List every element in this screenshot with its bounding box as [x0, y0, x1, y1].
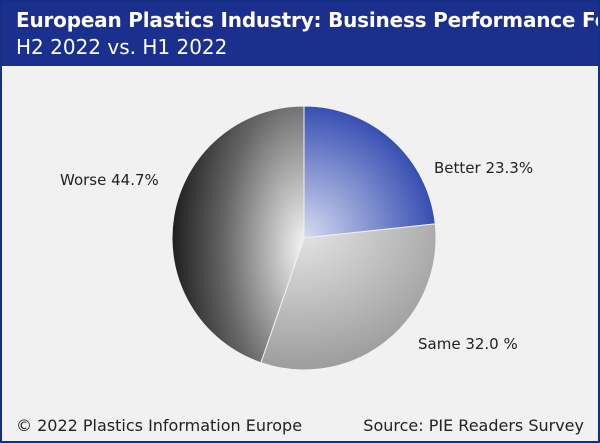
pie-chart: Better 23.3% Same 32.0 % Worse 44.7% — [60, 105, 533, 371]
header-bar: European Plastics Industry: Business Per… — [2, 2, 598, 66]
source-note: Source: PIE Readers Survey — [363, 416, 584, 435]
chart-title: European Plastics Industry: Business Per… — [16, 8, 598, 32]
pie-slice-same — [260, 223, 437, 371]
slice-label-worse: Worse 44.7% — [60, 171, 159, 189]
copyright-note: © 2022 Plastics Information Europe — [16, 416, 303, 435]
slice-label-same: Same 32.0 % — [418, 335, 518, 353]
pie-slice-worse — [171, 105, 305, 364]
chart-subtitle: H2 2022 vs. H1 2022 — [16, 35, 228, 59]
slice-label-better: Better 23.3% — [434, 159, 533, 177]
pie-slice-better — [303, 105, 436, 239]
